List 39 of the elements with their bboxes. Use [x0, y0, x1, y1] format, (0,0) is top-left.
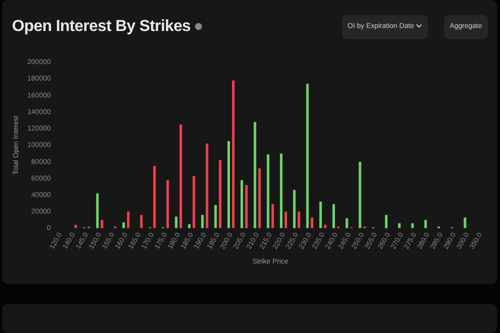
bar: [384, 214, 388, 228]
bar: [240, 180, 244, 228]
bar: [140, 214, 143, 228]
bar: [206, 144, 208, 228]
bar: [280, 154, 282, 228]
bar: [122, 222, 125, 228]
bar: [310, 217, 314, 228]
bar: [232, 80, 235, 228]
bar: [293, 190, 296, 228]
bar: [258, 168, 261, 228]
bar: [398, 223, 401, 228]
bar: [227, 141, 230, 228]
bar: [411, 223, 414, 228]
bar: [319, 202, 322, 228]
bar: [245, 185, 248, 228]
bar: [346, 218, 348, 228]
bar: [254, 122, 256, 228]
bar: [298, 212, 300, 228]
bar: [188, 224, 191, 228]
bar: [201, 214, 204, 228]
bar: [174, 216, 178, 228]
bar: [180, 124, 182, 228]
bar: [218, 160, 222, 228]
bar: [96, 193, 99, 228]
bar: [214, 204, 217, 228]
bar: [266, 154, 270, 228]
bar: [192, 176, 196, 228]
bar: [358, 162, 362, 228]
bar: [127, 212, 130, 228]
bar: [100, 220, 104, 228]
chart-title: Open Interest By Strikes: [12, 18, 191, 35]
bar: [332, 204, 335, 228]
bar: [271, 204, 274, 228]
bar: [153, 166, 156, 228]
bar: [284, 212, 288, 228]
bar: [464, 217, 466, 228]
bar: [424, 220, 427, 228]
bar: [166, 180, 169, 228]
bar: [306, 84, 309, 228]
